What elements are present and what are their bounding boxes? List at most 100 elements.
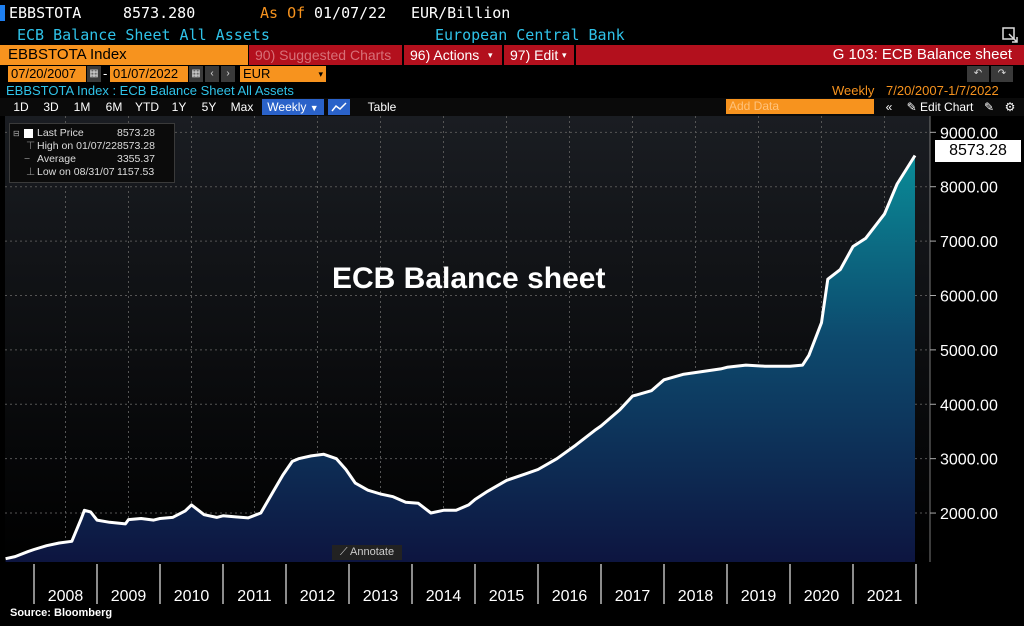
x-axis-ticks: 2008 2009 2010 2011 2012 2013 2014 2015 2016 2017… — [33, 564, 917, 605]
annotate-button[interactable]: ⟋ Annotate — [332, 545, 402, 560]
ticker[interactable]: EBBSTOTA — [9, 4, 82, 22]
chevron-right-icon[interactable]: › — [221, 66, 235, 82]
edit-label: 97) Edit — [510, 47, 559, 63]
y-axis-ticks: 2000.00 3000.00 4000.00 5000.00 6000.00 7000.… — [930, 125, 998, 523]
start-date-input[interactable]: 07/20/2007 — [8, 66, 86, 82]
legend-label: Last Price — [37, 127, 84, 139]
last-price-label: 8573.28 — [935, 140, 1021, 162]
chevron-down-icon: ▾ — [562, 50, 567, 60]
actions-menu[interactable]: 96) Actions ▾ — [404, 45, 502, 65]
calendar-icon[interactable]: ▦ — [189, 66, 203, 82]
x-tick-label: 2010 — [174, 588, 210, 605]
x-tick-label: 2017 — [615, 588, 651, 605]
legend-value: 3355.37 — [117, 153, 155, 165]
y-tick-label: 3000.00 — [940, 452, 998, 469]
legend-row-high: ⊤ High on 01/07/22 8573.28 — [10, 140, 174, 153]
x-tick-label: 2016 — [552, 588, 588, 605]
security-field[interactable]: EBBSTOTA Index — [0, 45, 248, 65]
x-tick-label: 2008 — [48, 588, 84, 605]
redo-icon[interactable]: ↷ — [991, 66, 1013, 82]
as-of-label: As Of — [260, 4, 306, 22]
y-tick-label: 6000.00 — [940, 288, 998, 305]
info-row: EBBSTOTA Index : ECB Balance Sheet All A… — [0, 83, 1024, 98]
frequency-info: Weekly — [832, 83, 875, 98]
undo-icon[interactable]: ↶ — [967, 66, 989, 82]
line-chart-icon[interactable] — [328, 99, 350, 115]
period-5y-button[interactable]: 5Y — [201, 100, 217, 114]
legend-row-last-price: ⊟ Last Price 8573.28 — [10, 127, 174, 140]
add-data-input[interactable]: Add Data — [726, 99, 874, 114]
frequency-select[interactable]: Weekly ▼ — [262, 99, 324, 115]
x-axis-band — [5, 562, 930, 607]
chart-id: G 103: ECB Balance sheet — [576, 45, 1024, 65]
gear-icon[interactable]: ⚙ — [1004, 100, 1016, 114]
description-row: ECB Balance Sheet All Assets European Ce… — [0, 26, 1024, 45]
x-tick-label: 2020 — [804, 588, 840, 605]
series-swatch — [24, 129, 33, 138]
toolbar: EBBSTOTA Index 90) Suggested Charts 96) … — [0, 45, 1024, 65]
annotate-icon: ⟋ — [339, 546, 348, 558]
x-tick-label: 2014 — [426, 588, 462, 605]
edit-menu[interactable]: 97) Edit ▾ — [504, 45, 574, 65]
add-data-placeholder: Add Data — [729, 99, 780, 113]
x-tick-label: 2018 — [678, 588, 714, 605]
period-3d-button[interactable]: 3D — [43, 100, 59, 114]
popout-icon[interactable] — [1001, 26, 1019, 44]
chevron-left-icon[interactable]: ‹ — [205, 66, 219, 82]
period-1d-button[interactable]: 1D — [13, 100, 29, 114]
x-tick-label: 2009 — [111, 588, 147, 605]
currency-select[interactable]: EUR ▾ — [240, 66, 326, 82]
range-dash: - — [103, 66, 108, 81]
y-tick-label: 2000.00 — [940, 506, 998, 523]
x-tick-label: 2013 — [363, 588, 399, 605]
low-marker-icon: ⊥ — [26, 166, 36, 178]
source-name: European Central Bank — [435, 26, 625, 44]
chart-title: ECB Balance sheet — [332, 262, 606, 295]
series-label: EBBSTOTA Index : ECB Balance Sheet All A… — [6, 83, 294, 98]
pencil-icon: ✎ — [906, 100, 917, 114]
double-chevron-left-icon[interactable]: « — [885, 100, 893, 114]
end-date-input[interactable]: 01/07/2022 — [110, 66, 188, 82]
calendar-icon[interactable]: ▦ — [87, 66, 101, 82]
currency-value: EUR — [243, 66, 271, 81]
table-button[interactable]: Table — [367, 100, 397, 114]
legend-label: High on 01/07/22 — [37, 140, 117, 152]
date-range-info: 7/20/2007-1/7/2022 — [886, 83, 999, 98]
legend-row-average: − Average 3355.37 — [10, 153, 174, 166]
period-6m-button[interactable]: 6M — [105, 100, 123, 114]
period-1m-button[interactable]: 1M — [73, 100, 91, 114]
suggested-charts-button[interactable]: 90) Suggested Charts — [249, 45, 402, 65]
series-line — [5, 154, 917, 561]
annotate-label: Annotate — [350, 546, 395, 558]
high-marker-icon: ⊤ — [26, 140, 36, 152]
x-tick-label: 2019 — [741, 588, 777, 605]
date-range-row: 07/20/2007 ▦ - 01/07/2022 ▦ ‹ › EUR ▾ ↶ ↷ — [0, 66, 1024, 83]
last-price: 8573.280 — [123, 4, 196, 22]
legend: ⊟ Last Price 8573.28 ⊤ High on 01/07/22 … — [9, 123, 175, 183]
area-fill — [5, 155, 916, 562]
x-tick-label: 2012 — [300, 588, 336, 605]
frequency-value: Weekly — [267, 100, 307, 114]
period-1y-button[interactable]: 1Y — [171, 100, 187, 114]
actions-label: 96) Actions — [410, 47, 480, 63]
units: EUR/Billion — [411, 4, 511, 22]
x-tick-label: 2021 — [867, 588, 903, 605]
chevron-down-icon: ▾ — [318, 69, 323, 79]
chart: 2000.00 3000.00 4000.00 5000.00 6000.00 7000.… — [5, 116, 998, 607]
x-tick-label: 2011 — [237, 588, 272, 605]
legend-label: Average — [37, 153, 76, 165]
collapse-icon[interactable]: ⊟ — [13, 129, 20, 138]
y-tick-label: 7000.00 — [940, 234, 998, 251]
edit-icon[interactable]: ✎ — [983, 100, 995, 114]
edit-chart-button[interactable]: ✎ Edit Chart — [902, 99, 978, 115]
legend-value: 1157.53 — [117, 166, 155, 178]
y-tick-label: 4000.00 — [940, 397, 998, 414]
y-tick-label: 8000.00 — [940, 180, 998, 197]
chevron-down-icon: ▾ — [488, 50, 493, 60]
period-ytd-button[interactable]: YTD — [135, 100, 159, 114]
period-max-button[interactable]: Max — [230, 100, 254, 114]
legend-label: Low on 08/31/07 — [37, 166, 115, 178]
chevron-down-icon: ▼ — [309, 103, 319, 113]
average-marker-icon: − — [24, 153, 31, 165]
as-of-date: 01/07/22 — [314, 4, 387, 22]
